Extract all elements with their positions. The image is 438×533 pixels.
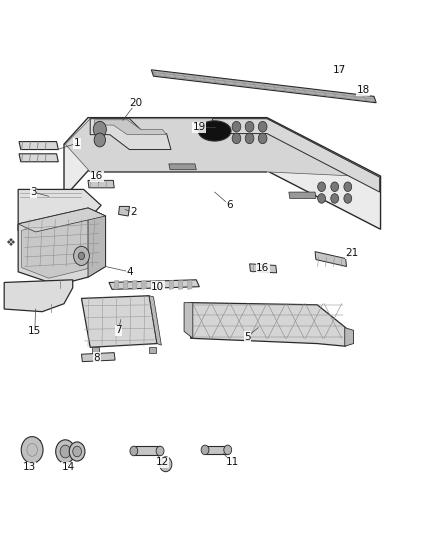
Text: 16: 16 <box>256 263 269 272</box>
Circle shape <box>74 246 89 265</box>
Circle shape <box>318 182 325 191</box>
Circle shape <box>93 122 106 138</box>
Polygon shape <box>18 208 106 232</box>
Polygon shape <box>151 280 155 289</box>
Text: 11: 11 <box>226 457 239 467</box>
Text: 15: 15 <box>28 326 41 336</box>
Polygon shape <box>336 66 343 71</box>
Text: 3: 3 <box>30 187 37 197</box>
Circle shape <box>73 446 81 457</box>
Polygon shape <box>205 446 228 454</box>
Circle shape <box>344 193 352 203</box>
Text: 6: 6 <box>226 200 233 211</box>
Circle shape <box>78 252 85 260</box>
Polygon shape <box>64 118 381 229</box>
Polygon shape <box>32 439 41 448</box>
Text: 4: 4 <box>126 267 133 277</box>
Circle shape <box>245 133 254 144</box>
Polygon shape <box>90 171 266 172</box>
Circle shape <box>69 442 85 461</box>
Polygon shape <box>289 192 316 198</box>
Polygon shape <box>124 280 128 289</box>
Polygon shape <box>114 280 119 289</box>
Text: 21: 21 <box>346 248 359 258</box>
Circle shape <box>258 133 267 144</box>
Polygon shape <box>133 280 137 289</box>
Polygon shape <box>250 264 277 273</box>
Polygon shape <box>315 252 346 266</box>
Circle shape <box>258 122 267 132</box>
Text: 18: 18 <box>357 85 370 95</box>
Circle shape <box>94 133 106 147</box>
Text: 13: 13 <box>22 463 36 472</box>
Polygon shape <box>90 119 171 150</box>
Circle shape <box>344 182 352 191</box>
Polygon shape <box>109 280 199 289</box>
Text: 5: 5 <box>244 332 251 342</box>
Circle shape <box>232 122 241 132</box>
Polygon shape <box>212 119 380 192</box>
Polygon shape <box>119 206 130 216</box>
Polygon shape <box>187 280 192 289</box>
Polygon shape <box>92 348 99 353</box>
Polygon shape <box>149 348 155 353</box>
Text: 17: 17 <box>332 65 346 75</box>
Circle shape <box>60 445 71 458</box>
Text: 19: 19 <box>193 122 206 132</box>
Text: 7: 7 <box>115 325 122 335</box>
Polygon shape <box>160 280 164 289</box>
Text: 2: 2 <box>131 207 137 217</box>
Polygon shape <box>81 353 115 362</box>
Polygon shape <box>21 214 101 278</box>
Text: 10: 10 <box>151 282 164 292</box>
Text: 16: 16 <box>90 171 103 181</box>
Polygon shape <box>88 180 114 188</box>
Text: 14: 14 <box>62 463 75 472</box>
Polygon shape <box>65 119 380 177</box>
Text: 12: 12 <box>155 457 169 467</box>
Polygon shape <box>19 142 58 150</box>
Polygon shape <box>191 303 346 346</box>
Polygon shape <box>4 280 73 312</box>
Ellipse shape <box>201 445 209 455</box>
Polygon shape <box>18 189 101 244</box>
Circle shape <box>56 440 75 463</box>
Text: 20: 20 <box>130 98 143 108</box>
Circle shape <box>21 437 43 463</box>
Circle shape <box>232 133 241 144</box>
Ellipse shape <box>224 445 232 455</box>
Polygon shape <box>151 70 376 103</box>
Polygon shape <box>178 280 183 289</box>
Circle shape <box>331 193 339 203</box>
Polygon shape <box>169 280 173 289</box>
Ellipse shape <box>130 446 138 456</box>
Circle shape <box>318 193 325 203</box>
Circle shape <box>331 182 339 191</box>
Circle shape <box>159 457 172 472</box>
Ellipse shape <box>156 446 164 456</box>
Text: 1: 1 <box>74 138 81 148</box>
Polygon shape <box>88 208 106 277</box>
Polygon shape <box>95 120 166 135</box>
Circle shape <box>245 122 254 132</box>
Polygon shape <box>169 164 196 169</box>
Polygon shape <box>149 296 161 345</box>
Ellipse shape <box>198 121 231 141</box>
Polygon shape <box>18 208 106 285</box>
Polygon shape <box>81 296 157 348</box>
Polygon shape <box>142 280 146 289</box>
Text: ❖: ❖ <box>5 238 15 247</box>
Text: 8: 8 <box>93 353 100 363</box>
Polygon shape <box>345 328 353 346</box>
Polygon shape <box>184 303 193 338</box>
Polygon shape <box>19 154 58 162</box>
Polygon shape <box>134 446 160 455</box>
